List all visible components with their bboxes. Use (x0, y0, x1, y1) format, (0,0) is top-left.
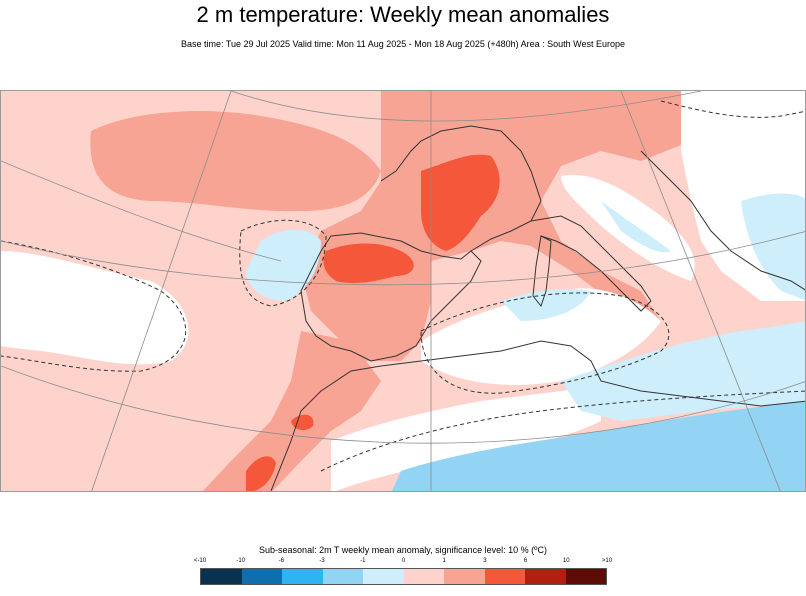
legend-swatch (444, 569, 485, 584)
legend-tick-label: -3 (319, 558, 325, 564)
graticule-diagonal-nw (1, 160, 282, 262)
neutral-atlantic-west (1, 251, 189, 365)
significance-contour-5 (660, 100, 805, 118)
graticule-meridian-e10 (620, 91, 781, 491)
strong-warm-sahara (246, 456, 276, 491)
coastline-iberia (300, 232, 482, 362)
graticule-meridian-w10 (91, 91, 232, 491)
legend-swatch (525, 569, 566, 584)
legend-tick-label: 10 (562, 558, 570, 564)
legend-tick-label: <-10 (193, 558, 207, 564)
legend-tick-label: >10 (601, 558, 613, 564)
cool-light-mediterranean-east (561, 321, 805, 421)
legend-tick-label: 3 (483, 558, 487, 564)
legend-swatch (282, 569, 323, 584)
legend-swatch (363, 569, 404, 584)
map-svg (1, 91, 805, 491)
coastline-france (380, 125, 542, 252)
legend-tick-label: -10 (236, 558, 246, 564)
legend-swatch (201, 569, 242, 584)
coastline-italy (530, 215, 652, 312)
cool-light-aegean (741, 193, 805, 301)
neutral-north-africa (331, 386, 601, 491)
warm-anomaly-pacific-corner (561, 91, 641, 121)
warm-anomaly-morocco (202, 331, 381, 491)
significance-contour-3 (420, 292, 670, 394)
coastline-corsica-sardinia (532, 235, 552, 308)
chart-title: 2 m temperature: Weekly mean anomalies (196, 2, 610, 27)
graticule-parallel-30 (1, 365, 805, 444)
legend-tick-label: -1 (360, 558, 366, 564)
strong-warm-iberia (323, 243, 414, 284)
legend-swatch (484, 569, 525, 584)
legend-colorbar (200, 568, 607, 585)
cool-light-tyrrhenian (501, 289, 591, 321)
legend-title: Sub-seasonal: 2m T weekly mean anomaly, … (259, 545, 547, 555)
legend-tick-label: 0 (401, 558, 406, 564)
legend-tick-label: -6 (278, 558, 285, 564)
legend-swatch (241, 569, 282, 584)
legend-swatch (403, 569, 444, 584)
graticule-parallel-50 (230, 91, 702, 122)
legend-swatch (565, 569, 606, 584)
significance-contour-2 (239, 219, 327, 307)
coastline-north-africa (270, 340, 805, 491)
legend-swatch (322, 569, 363, 584)
cool-light-adriatic-sea (601, 201, 671, 253)
legend-tick-label: 1 (442, 558, 446, 564)
anomaly-map (0, 90, 806, 492)
legend-ticks: <-10 -10 -6 -3 -1 0 1 3 6 10 >10 (0, 557, 806, 567)
strong-warm-spot (291, 414, 314, 431)
graticule-parallel-40 (1, 231, 805, 286)
cool-moderate-libya (391, 401, 805, 491)
chart-subtitle: Base time: Tue 29 Jul 2025 Valid time: M… (180, 39, 626, 49)
coastline-balkans (640, 150, 805, 291)
warm-anomaly-atlantic (90, 111, 381, 212)
neutral-mediterranean (421, 288, 661, 385)
significance-contour-1 (1, 240, 187, 372)
legend-tick-label: 6 (523, 558, 528, 564)
strong-warm-france (421, 154, 500, 251)
